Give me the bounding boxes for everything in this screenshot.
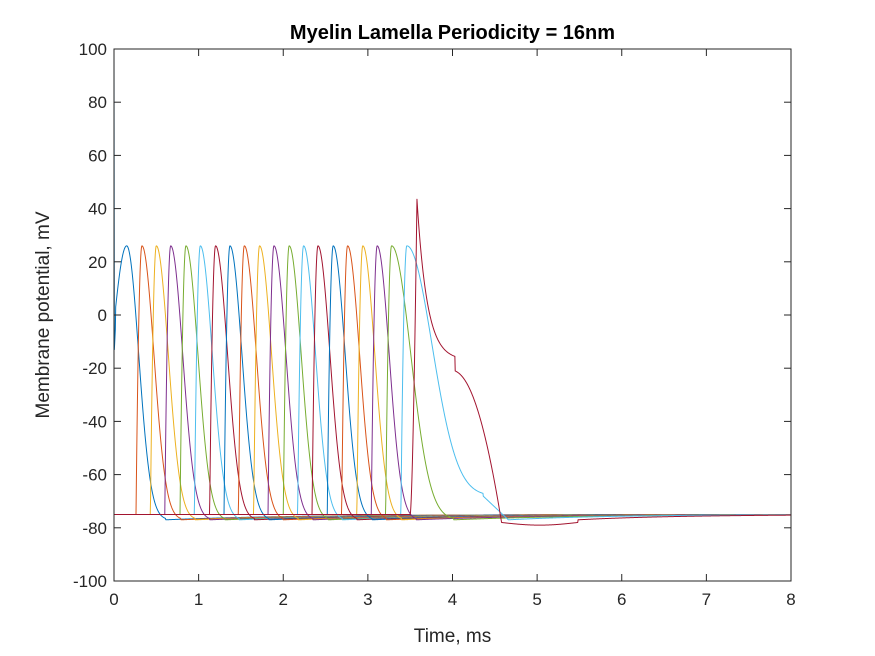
y-tick-label: 20 bbox=[88, 253, 107, 272]
x-tick-label: 7 bbox=[702, 590, 711, 609]
x-tick-label: 4 bbox=[448, 590, 457, 609]
y-tick-label: 100 bbox=[79, 40, 107, 59]
chart-title: Myelin Lamella Periodicity = 16nm bbox=[290, 22, 615, 44]
x-tick-label: 0 bbox=[109, 590, 118, 609]
y-tick-label: -100 bbox=[73, 572, 107, 591]
y-tick-label: 40 bbox=[88, 200, 107, 219]
x-tick-label: 2 bbox=[279, 590, 288, 609]
x-tick-label: 5 bbox=[532, 590, 541, 609]
y-tick-label: -20 bbox=[82, 359, 107, 378]
plot-area bbox=[114, 49, 791, 581]
y-tick-label: 0 bbox=[98, 306, 107, 325]
x-axis-title: Time, ms bbox=[414, 626, 491, 647]
y-tick-label: -60 bbox=[82, 466, 107, 485]
y-tick-label: 60 bbox=[88, 146, 107, 165]
y-tick-label: -80 bbox=[82, 519, 107, 538]
x-tick-label: 3 bbox=[363, 590, 372, 609]
series-layer bbox=[113, 48, 792, 526]
y-tick-label: -40 bbox=[82, 412, 107, 431]
x-tick-label: 8 bbox=[786, 590, 795, 609]
y-axis-title: Membrane potential, mV bbox=[33, 211, 54, 418]
x-tick-label: 6 bbox=[617, 590, 626, 609]
y-tick-label: 80 bbox=[88, 93, 107, 112]
axes-layer: 0 1 2 3 4 5 6 7 8 -100 -80 -60 -40 -20 0 20 40 60 80 100 bbox=[73, 40, 796, 609]
x-tick-label: 1 bbox=[194, 590, 203, 609]
series-line-21 bbox=[113, 198, 792, 526]
